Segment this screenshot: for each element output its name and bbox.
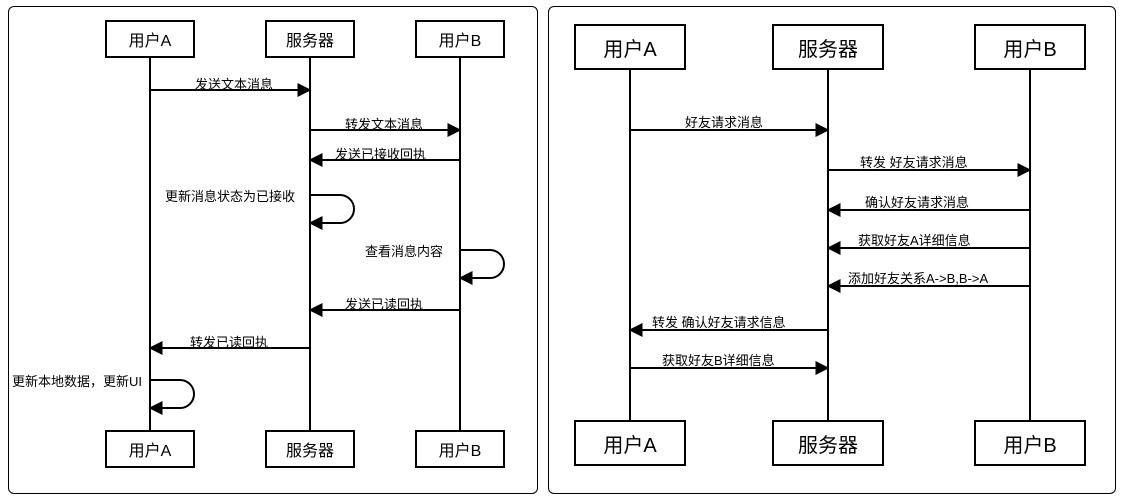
actor-s-top: 服务器 bbox=[265, 20, 355, 58]
msg-rightDiagram-0: 好友请求消息 bbox=[685, 112, 763, 131]
actor-s-bottom: 服务器 bbox=[772, 420, 884, 466]
actor-a-bottom: 用户A bbox=[105, 430, 195, 468]
msg-rightDiagram-1: 转发 好友请求消息 bbox=[860, 152, 968, 171]
msg-rightDiagram-4: 添加好友关系A->B,B->A bbox=[848, 268, 988, 287]
actor-a-top: 用户A bbox=[574, 24, 686, 70]
actor-b-bottom: 用户B bbox=[415, 430, 505, 468]
lines-layer bbox=[0, 0, 1124, 500]
actor-s-bottom: 服务器 bbox=[265, 430, 355, 468]
msg-leftDiagram-2: 发送已接收回执 bbox=[335, 144, 426, 163]
msg-rightDiagram-6: 获取好友B详细信息 bbox=[662, 350, 775, 369]
msg-leftDiagram-5: 发送已读回执 bbox=[345, 294, 423, 313]
msg-leftDiagram-3: 更新消息状态为已接收 bbox=[165, 186, 295, 205]
msg-leftDiagram-4: 查看消息内容 bbox=[365, 241, 443, 260]
actor-b-top: 用户B bbox=[415, 20, 505, 58]
actor-s-top: 服务器 bbox=[772, 24, 884, 70]
actor-b-bottom: 用户B bbox=[974, 420, 1086, 466]
msg-leftDiagram-6: 转发已读回执 bbox=[190, 332, 268, 351]
actor-b-top: 用户B bbox=[974, 24, 1086, 70]
diagram-canvas: 用户A用户A服务器服务器用户B用户B发送文本消息转发文本消息发送已接收回执更新消… bbox=[0, 0, 1124, 500]
msg-leftDiagram-7: 更新本地数据，更新UI bbox=[12, 371, 142, 390]
actor-a-top: 用户A bbox=[105, 20, 195, 58]
msg-leftDiagram-1: 转发文本消息 bbox=[345, 114, 423, 133]
actor-a-bottom: 用户A bbox=[574, 420, 686, 466]
msg-rightDiagram-2: 确认好友请求消息 bbox=[865, 192, 969, 211]
msg-leftDiagram-0: 发送文本消息 bbox=[195, 74, 273, 93]
msg-rightDiagram-5: 转发 确认好友请求信息 bbox=[652, 312, 786, 331]
msg-rightDiagram-3: 获取好友A详细信息 bbox=[858, 230, 971, 249]
